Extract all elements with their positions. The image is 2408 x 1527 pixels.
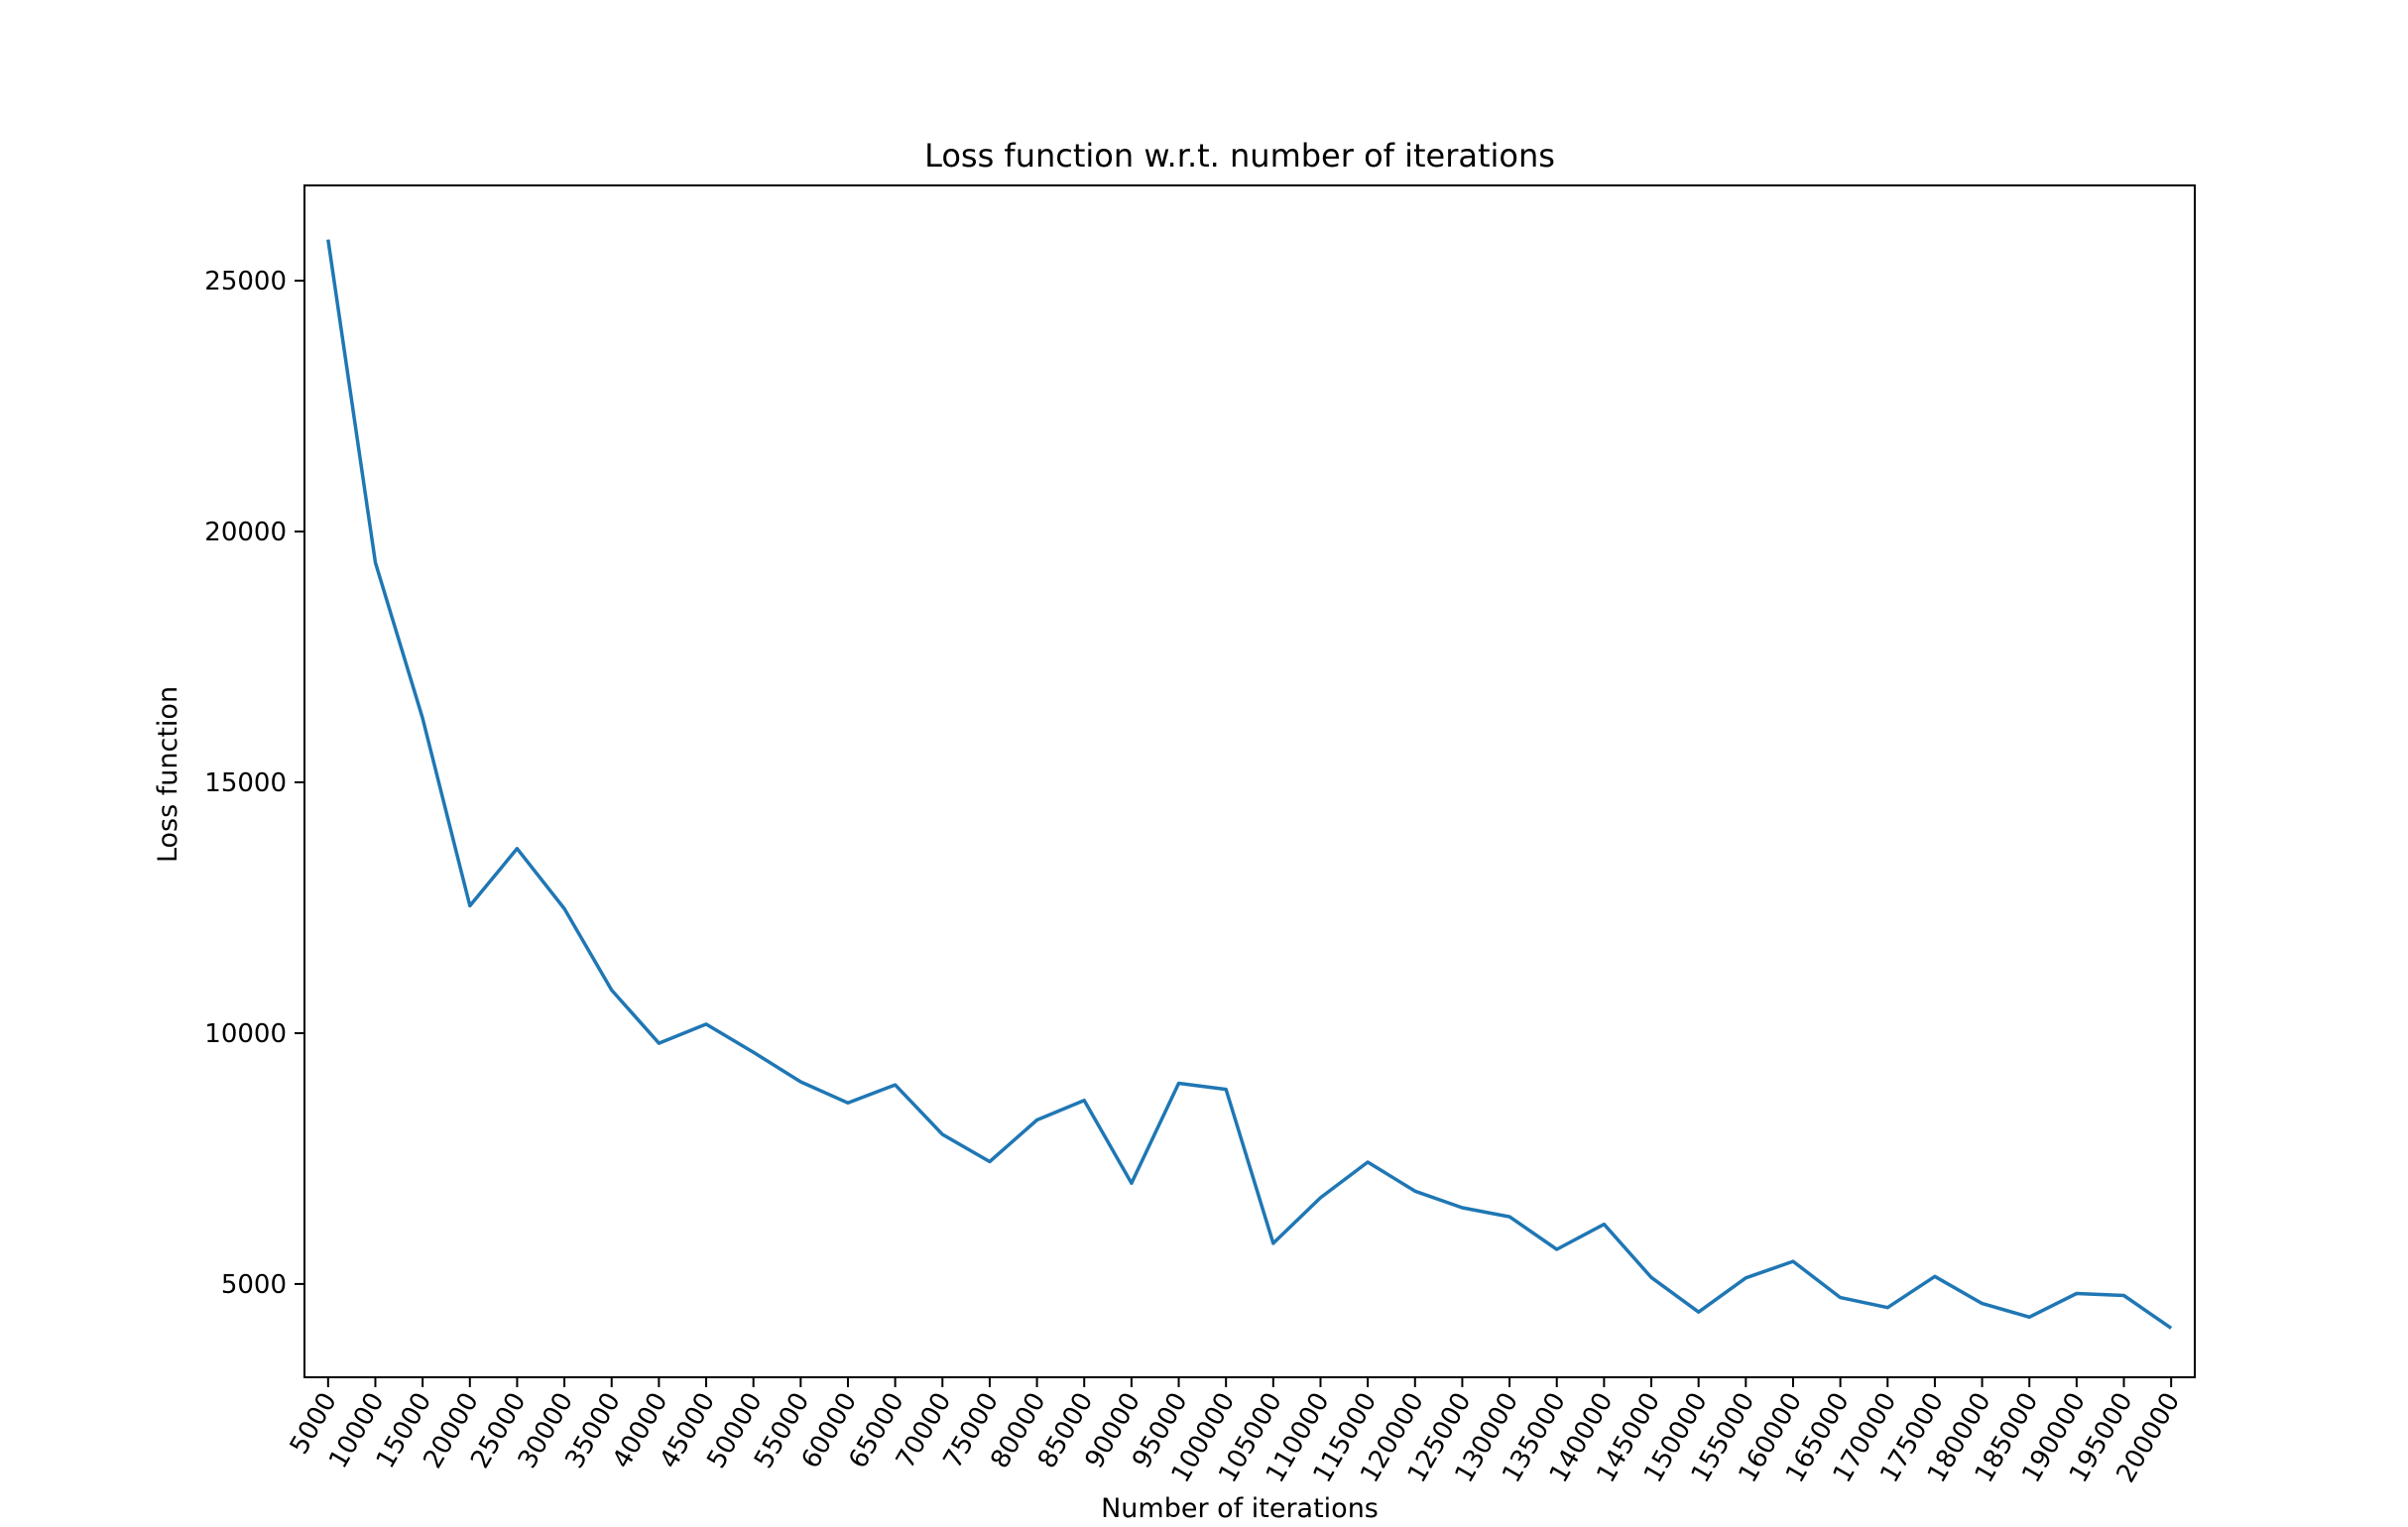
y-tick-label: 15000 bbox=[204, 768, 287, 798]
loss-series-line bbox=[326, 239, 2173, 1330]
y-tick-label: 5000 bbox=[221, 1270, 287, 1300]
y-tick-label: 10000 bbox=[204, 1019, 287, 1049]
y-axis: 5000 10000 15000 20000 25000 bbox=[204, 267, 304, 1300]
chart-title: Loss function w.r.t. number of iteration… bbox=[924, 137, 1555, 175]
plot-frame bbox=[303, 184, 2196, 1378]
y-tick-label: 20000 bbox=[204, 518, 287, 547]
x-axis-title: Number of iterations bbox=[1101, 1493, 1379, 1524]
y-axis-title: Loss function bbox=[153, 686, 183, 863]
y-tick-label: 25000 bbox=[204, 267, 287, 296]
